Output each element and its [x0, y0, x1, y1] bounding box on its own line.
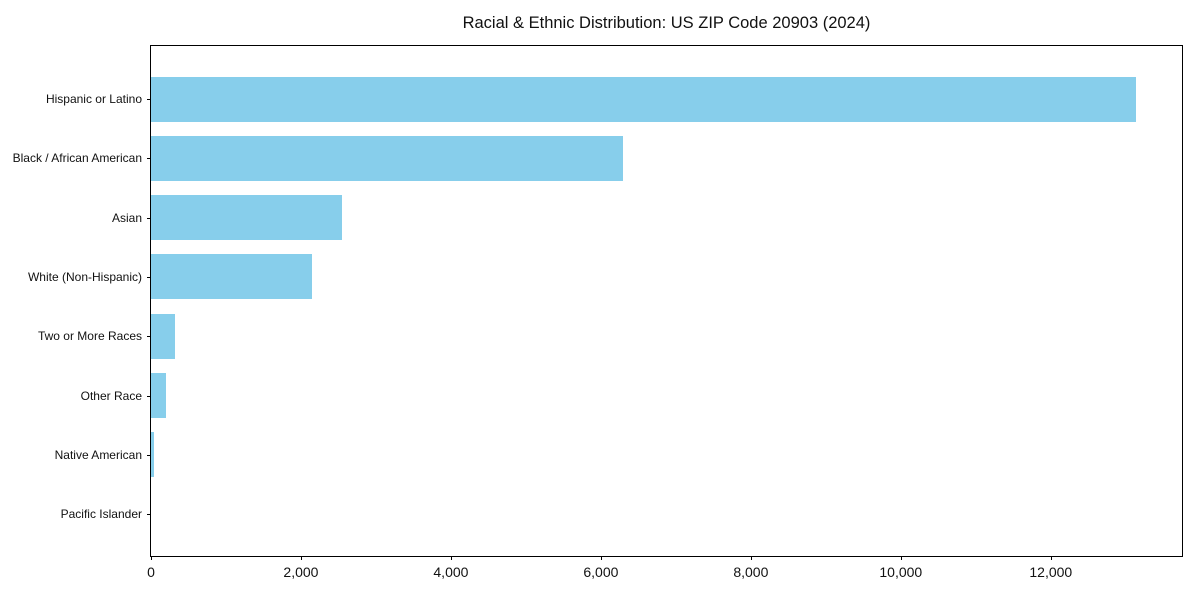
- y-tick-label: Two or More Races: [37, 329, 142, 344]
- x-tick-mark: [750, 556, 752, 560]
- x-tick-label: 10,000: [879, 564, 923, 580]
- y-tick-label: Other Race: [80, 388, 142, 403]
- x-tick-mark: [600, 556, 602, 560]
- x-tick-mark: [1050, 556, 1052, 560]
- y-tick-mark: [147, 158, 151, 160]
- y-tick-mark: [147, 514, 151, 516]
- y-tick-mark: [147, 276, 151, 278]
- bar: [151, 313, 175, 359]
- bar: [151, 135, 624, 181]
- plot-area: Hispanic or Latino Black / African Americ…: [13, 45, 1183, 580]
- x-tick-label: 6,000: [583, 564, 619, 580]
- bar: [151, 254, 313, 300]
- x-tick-label: 4,000: [433, 564, 469, 580]
- y-tick-mark: [147, 217, 151, 219]
- x-tick-mark: [450, 556, 452, 560]
- y-tick-label: Asian: [111, 210, 142, 225]
- x-tick-label: 0: [147, 564, 155, 580]
- bar: [151, 195, 343, 241]
- x-tick-mark: [151, 556, 152, 560]
- y-tick-label: Black / African American: [12, 151, 142, 166]
- chart-title: Racial & Ethnic Distribution: US ZIP Cod…: [462, 14, 871, 32]
- y-tick-label: Pacific Islander: [60, 507, 142, 522]
- bar: [151, 373, 166, 419]
- y-tick-mark: [147, 99, 151, 100]
- x-tick-label: 12,000: [1029, 564, 1073, 580]
- y-tick-mark: [147, 336, 151, 338]
- y-tick-label: Native American: [54, 447, 142, 462]
- bar: [151, 432, 154, 478]
- y-tick-label: Hispanic or Latino: [45, 92, 142, 106]
- x-tick-mark: [900, 556, 902, 560]
- x-tick-mark: [300, 556, 302, 560]
- y-tick-mark: [147, 395, 151, 397]
- y-tick-mark: [147, 454, 151, 456]
- bar: [151, 76, 1136, 122]
- y-tick-label: White (Non-Hispanic): [27, 269, 142, 284]
- x-tick-label: 8,000: [733, 564, 769, 580]
- x-tick-label: 2,000: [283, 564, 319, 580]
